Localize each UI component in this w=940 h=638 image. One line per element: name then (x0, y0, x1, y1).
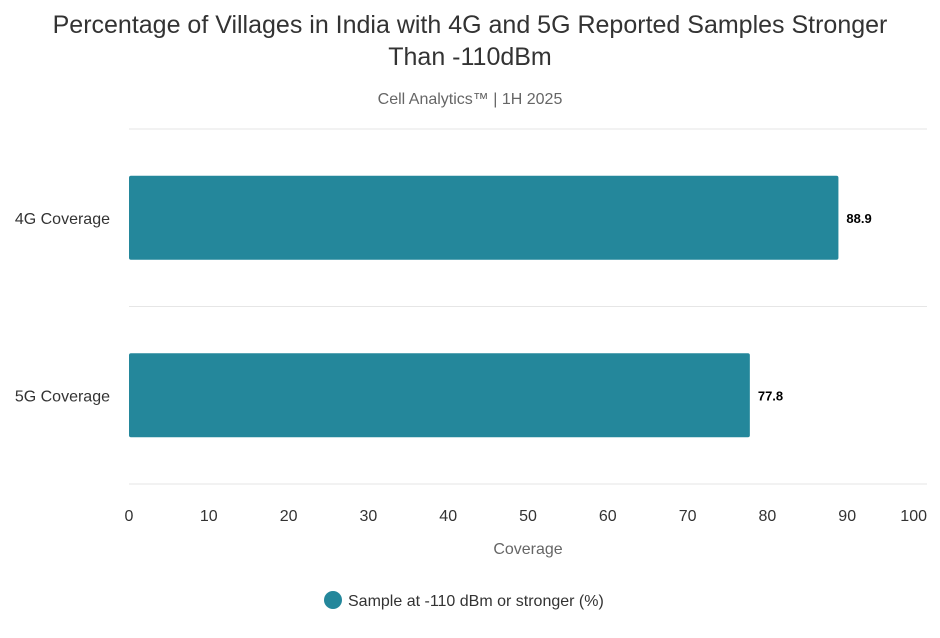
x-tick-label: 30 (360, 508, 378, 525)
x-axis-label: Coverage (493, 541, 562, 558)
data-label: 88.9 (846, 211, 871, 226)
x-tick-label: 0 (125, 508, 134, 525)
x-tick-label: 70 (679, 508, 697, 525)
category-label: 5G Coverage (15, 388, 110, 405)
bar-4g-coverage (129, 175, 839, 260)
bar-5g-coverage (129, 353, 750, 438)
x-tick-label: 10 (200, 508, 218, 525)
chart-title-line-2: Than -110dBm (388, 43, 552, 71)
legend-label[interactable]: Sample at -110 dBm or stronger (%) (348, 593, 604, 610)
chart-title-line-1: Percentage of Villages in India with 4G … (53, 11, 888, 39)
x-tick-label: 20 (280, 508, 298, 525)
legend[interactable]: Sample at -110 dBm or stronger (%) (324, 591, 604, 610)
x-tick-label: 90 (838, 508, 856, 525)
data-label: 77.8 (758, 388, 783, 403)
x-tick-label: 100 (900, 508, 927, 525)
x-tick-label: 80 (759, 508, 777, 525)
category-label: 4G Coverage (15, 211, 110, 228)
legend-marker (324, 591, 342, 609)
x-tick-label: 40 (439, 508, 457, 525)
x-tick-label: 60 (599, 508, 617, 525)
x-tick-label: 50 (519, 508, 537, 525)
chart-subtitle: Cell Analytics™ | 1H 2025 (378, 91, 563, 108)
